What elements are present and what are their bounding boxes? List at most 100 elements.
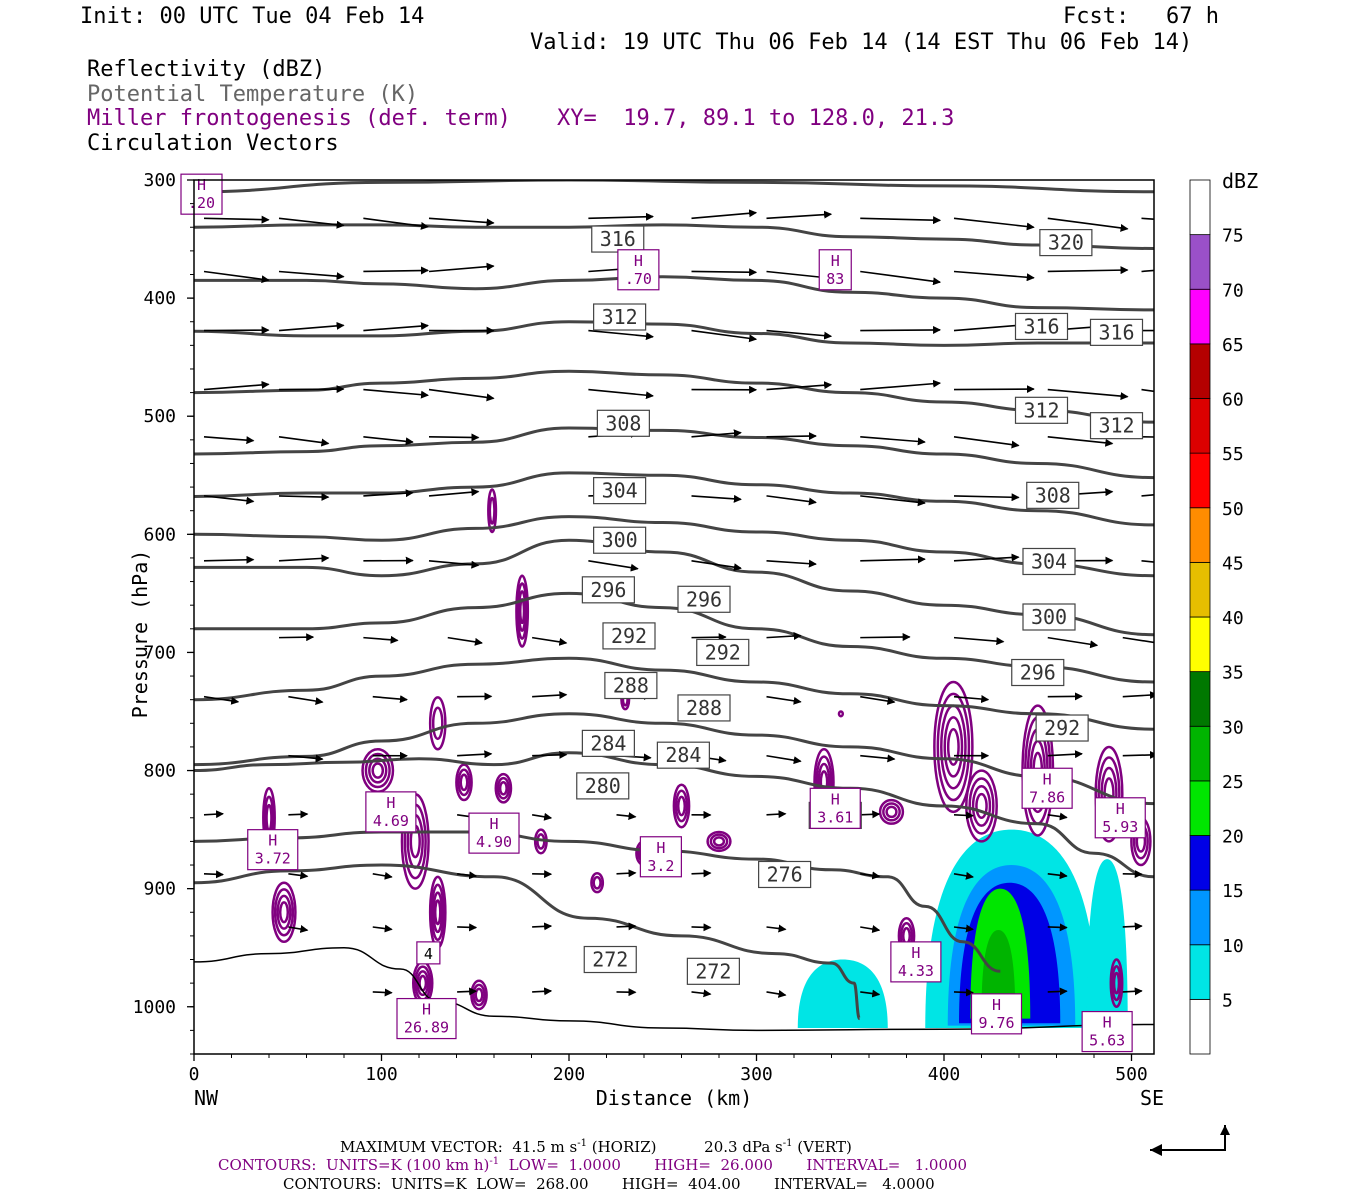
frontogenesis-max-value: 4.33 xyxy=(898,962,934,980)
theta-label-box xyxy=(1026,481,1080,509)
circulation-vector xyxy=(278,436,330,447)
circulation-vector xyxy=(691,268,758,277)
circulation-vector xyxy=(691,329,758,343)
circulation-vector xyxy=(766,754,802,765)
colorbar-segment xyxy=(1189,889,1211,946)
frontogenesis-max-marker: H xyxy=(656,839,665,857)
circulation-vector xyxy=(766,632,802,641)
colorbar-segment xyxy=(1189,616,1211,673)
frontogenesis-contour xyxy=(371,762,385,779)
frontogenesis-contour xyxy=(517,590,527,633)
frontogenesis-contour xyxy=(474,987,484,1003)
valid-time: Valid: 19 UTC Thu 06 Feb 14 (14 EST Thu … xyxy=(530,30,1193,55)
theta-label-box xyxy=(677,585,731,613)
frontogenesis-max-box xyxy=(396,997,457,1040)
colorbar-tick-label: 60 xyxy=(1222,390,1244,411)
colorbar-segment xyxy=(1189,998,1211,1055)
circulation-vector xyxy=(588,560,639,572)
colorbar-tick-label: 65 xyxy=(1222,335,1244,356)
circulation-vector xyxy=(953,436,1020,449)
theta-label-box xyxy=(581,576,635,604)
theta-label-box xyxy=(593,477,647,505)
frontogenesis-contour xyxy=(431,706,444,741)
circulation-vector xyxy=(532,922,553,931)
frontogenesis-max-box xyxy=(818,249,852,291)
theta-contour-label: 288 xyxy=(613,674,649,698)
circulation-vector xyxy=(766,495,817,506)
frontogenesis-contour xyxy=(933,680,974,814)
circulation-vector xyxy=(532,987,553,996)
footer-frontogenesis-contours: CONTOURS: UNITS=K (100 km h)-1 LOW= 1.00… xyxy=(218,1156,968,1174)
circulation-vector xyxy=(278,554,330,563)
circulation-vector xyxy=(860,555,926,564)
circulation-vector xyxy=(766,559,817,568)
circulation-vector xyxy=(203,870,224,879)
circulation-vector xyxy=(860,810,881,819)
circulation-vector xyxy=(203,555,255,564)
circulation-vector xyxy=(860,436,926,446)
theta-contour-label: 308 xyxy=(605,411,641,435)
circulation-vector xyxy=(766,381,833,391)
circulation-vector xyxy=(1047,436,1114,447)
reference-vector-icon xyxy=(1150,1125,1230,1156)
circulation-vector xyxy=(457,923,478,932)
theta-label-box xyxy=(1022,547,1076,576)
x-tick-label: 400 xyxy=(928,1064,961,1085)
circulation-vector xyxy=(457,871,478,880)
circulation-vector xyxy=(363,436,414,446)
y-tick-label: 500 xyxy=(143,406,176,427)
frontogenesis-contour xyxy=(837,710,845,718)
circulation-vector xyxy=(953,636,1005,646)
circulation-vector xyxy=(428,388,495,402)
frontogenesis-max-box xyxy=(970,993,1023,1035)
frontogenesis-contour xyxy=(965,769,998,843)
circulation-vector xyxy=(860,633,911,642)
x-left-direction: NW xyxy=(194,1086,219,1110)
colorbar-segment xyxy=(1189,398,1211,454)
theta-label-box xyxy=(1089,318,1144,346)
theta-contour-label: 320 xyxy=(1048,231,1084,255)
circulation-vector xyxy=(1141,560,1154,563)
circulation-vector xyxy=(953,553,1020,562)
theta-contour-312 xyxy=(194,369,1154,424)
circulation-vector xyxy=(1047,923,1068,932)
theta-label-box xyxy=(583,945,637,974)
theta-label-box xyxy=(1039,228,1093,257)
frontogenesis-contour xyxy=(518,598,526,625)
frontogenesis-max-value: 3.72 xyxy=(255,850,291,868)
theta-contour-label: 312 xyxy=(1098,414,1134,438)
circulation-vector xyxy=(691,869,712,878)
circulation-vector xyxy=(953,924,974,933)
frontogenesis-contour xyxy=(428,696,447,751)
theta-contour-label: 300 xyxy=(1031,605,1067,629)
circulation-vector xyxy=(616,812,637,821)
theta-contour-label: 304 xyxy=(1031,549,1067,573)
theta-contour-label: 308 xyxy=(1035,483,1071,507)
frontogenesis-contour xyxy=(516,582,528,640)
circulation-vector xyxy=(860,695,896,705)
colorbar-segment xyxy=(1189,452,1211,509)
circulation-vector xyxy=(203,695,240,705)
theta-contour-label: 304 xyxy=(602,479,638,503)
theta-contour-label: 292 xyxy=(1044,716,1080,740)
frontogenesis-contour xyxy=(1111,965,1122,1002)
frontogenesis-max-marker: H xyxy=(422,1001,431,1019)
circulation-vector xyxy=(288,754,324,763)
frontogenesis-max-marker: H xyxy=(268,832,277,850)
frontogenesis-contour xyxy=(515,574,530,648)
circulation-vector xyxy=(1047,750,1083,759)
colorbar-segment xyxy=(1189,288,1211,345)
theta-contour-label: 300 xyxy=(602,528,638,552)
circulation-vector xyxy=(1047,987,1068,996)
circulation-vector xyxy=(588,329,654,341)
theta-contour-label: 280 xyxy=(585,774,621,798)
theta-label-box xyxy=(1011,658,1065,687)
colorbar-segment xyxy=(1189,343,1211,399)
circulation-vector xyxy=(363,217,429,230)
frontogenesis-contour xyxy=(882,802,901,822)
x-tick-label: 300 xyxy=(740,1064,773,1085)
circulation-vector xyxy=(363,489,414,498)
y-tick-label: 1000 xyxy=(133,997,176,1018)
frontogenesis-contour xyxy=(487,488,498,534)
reflectivity-cell xyxy=(1086,859,1128,1029)
